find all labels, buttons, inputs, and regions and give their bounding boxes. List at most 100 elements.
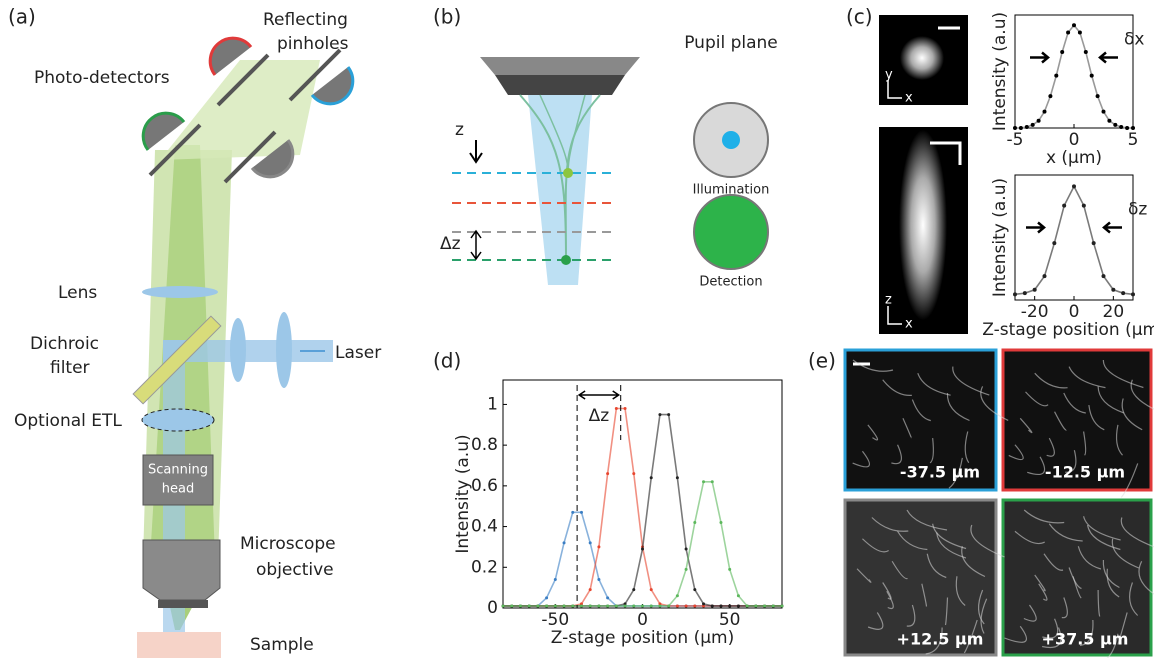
data-point	[571, 604, 574, 607]
data-point	[1082, 204, 1086, 208]
data-point	[676, 594, 679, 597]
panel-label: (c)	[846, 5, 873, 29]
image-axis-label: z	[885, 293, 892, 308]
label: Sample	[250, 635, 314, 655]
label: pinholes	[277, 34, 349, 54]
data-point	[1013, 126, 1017, 130]
image-label: -12.5 μm	[1045, 463, 1125, 482]
x-axis-label: Z-stage position (μm)	[551, 628, 734, 648]
data-point	[606, 596, 609, 599]
data-point	[632, 472, 635, 475]
annotation-arrow	[1026, 223, 1122, 233]
data-point	[1102, 274, 1106, 278]
data-point	[1060, 50, 1064, 54]
data-point	[1062, 204, 1066, 208]
label: objective	[256, 560, 334, 580]
data-point	[1131, 292, 1135, 296]
data-point	[719, 521, 722, 524]
data-point	[667, 413, 670, 416]
data-point	[571, 511, 574, 514]
series-line	[503, 512, 782, 606]
data-point	[632, 588, 635, 591]
data-point	[658, 604, 661, 607]
data-point	[615, 407, 618, 410]
series-line	[503, 415, 782, 606]
data-point	[536, 604, 539, 607]
y-tick-label: 1	[487, 394, 498, 414]
data-point	[711, 604, 714, 607]
x-tick-label: -50	[541, 610, 569, 630]
stack-images	[845, 350, 1154, 658]
label: Photo-detectors	[34, 68, 170, 88]
series-line	[1015, 25, 1133, 128]
data-point	[1043, 274, 1047, 278]
data-point	[781, 604, 784, 607]
data-point	[737, 604, 740, 607]
image-label: +12.5 μm	[897, 630, 984, 649]
data-point	[624, 407, 627, 410]
data-point	[746, 604, 749, 607]
data-point	[1092, 241, 1096, 245]
data-point	[606, 604, 609, 607]
y-tick-label: 0.6	[471, 476, 498, 496]
data-point	[597, 545, 600, 548]
label: Lens	[58, 283, 97, 303]
data-point	[1090, 74, 1094, 78]
label: filter	[50, 358, 90, 378]
data-point	[1078, 30, 1082, 34]
series-line	[503, 409, 782, 606]
data-point	[554, 578, 557, 581]
label: head	[162, 482, 194, 497]
data-point	[597, 578, 600, 581]
plot-frame	[503, 380, 782, 608]
label: Detection	[699, 275, 762, 290]
data-point	[693, 604, 696, 607]
data-point	[763, 604, 766, 607]
label: Microscope	[240, 534, 336, 554]
data-point	[1013, 292, 1017, 296]
data-point	[1119, 125, 1123, 129]
label: Illumination	[693, 183, 770, 198]
data-point	[737, 594, 740, 597]
data-point	[650, 476, 653, 479]
label: Dichroic	[30, 334, 99, 354]
label: Reflecting	[263, 10, 348, 30]
x-axis-label: x (μm)	[1046, 148, 1102, 168]
data-point	[1023, 291, 1027, 295]
data-point	[519, 604, 522, 607]
data-point	[650, 588, 653, 591]
data-point	[589, 541, 592, 544]
data-point	[1111, 288, 1115, 292]
data-point	[772, 604, 775, 607]
data-point	[597, 604, 600, 607]
data-point	[685, 604, 688, 607]
y-axis-label: Intensity (a.u)	[990, 12, 1010, 131]
panel-label: (b)	[433, 5, 461, 29]
x-tick-label: -5	[1007, 130, 1024, 150]
y-axis-label: Intensity (a.u)	[990, 178, 1010, 297]
data-point	[685, 568, 688, 571]
label: Laser	[335, 343, 381, 363]
data-point	[658, 413, 661, 416]
data-point	[1025, 125, 1029, 129]
data-point	[606, 472, 609, 475]
panel-label: (e)	[808, 349, 836, 373]
data-point	[502, 604, 505, 607]
x-tick-label: 0	[1069, 302, 1080, 322]
data-point	[685, 547, 688, 550]
data-point	[1131, 126, 1135, 130]
data-point	[554, 604, 557, 607]
y-tick-label: 0.2	[471, 557, 498, 577]
plot-frame	[1015, 175, 1133, 300]
data-point	[641, 604, 644, 607]
data-point	[676, 476, 679, 479]
data-point	[693, 521, 696, 524]
data-point	[1084, 50, 1088, 54]
data-point	[1113, 123, 1117, 127]
data-point	[676, 604, 679, 607]
annotation: δz	[1128, 200, 1147, 220]
y-tick-label: 0.4	[471, 517, 498, 537]
y-tick-label: 0.8	[471, 435, 498, 455]
psf-diagram	[452, 57, 768, 285]
data-point	[1019, 126, 1023, 130]
